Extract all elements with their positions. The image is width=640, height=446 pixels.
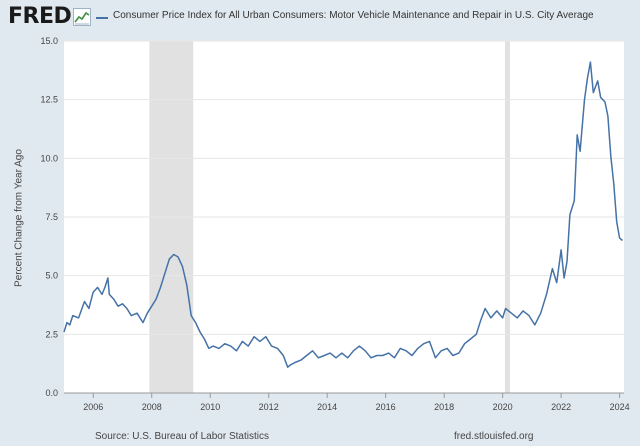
x-tick-label: 2010 (200, 402, 220, 412)
gridlines (64, 40, 624, 335)
x-tick-label: 2016 (376, 402, 396, 412)
source-note: Source: U.S. Bureau of Labor Statistics (95, 431, 269, 442)
x-tick-label: 2014 (317, 402, 337, 412)
line-chart-icon-graphic (74, 11, 90, 25)
x-tick-label: 2008 (142, 402, 162, 412)
x-tick-label: 2020 (493, 402, 513, 412)
x-tick-label: 2012 (259, 402, 279, 412)
y-axis-label: Percent Change from Year Ago (13, 149, 25, 287)
fred-logo[interactable]: FRED (8, 4, 72, 29)
x-tick-label: 2006 (83, 402, 103, 412)
y-tick-label: 12.5 (40, 95, 58, 105)
legend-series-label[interactable]: Consumer Price Index for All Urban Consu… (113, 10, 594, 21)
y-tick-label: 2.5 (45, 329, 58, 339)
chart-header: FRED Consumer Price Index for All Urban … (0, 0, 640, 36)
series-layer (63, 61, 623, 368)
line-chart-icon (73, 8, 91, 26)
y-tick-label: 5.0 (45, 271, 58, 281)
y-tick-label: 15.0 (40, 36, 58, 46)
y-axis-ticks: 0.0 2.5 5.0 7.5 10.0 12.5 15.0 (40, 36, 58, 398)
series-line-1[interactable] (63, 61, 623, 368)
x-tick-label: 2018 (434, 402, 454, 412)
legend-series-swatch (96, 17, 108, 19)
x-axis-ticks: 2006 2008 2010 2012 2014 2016 2018 2020 2022 2024 (83, 393, 630, 412)
y-tick-label: 10.0 (40, 153, 58, 163)
x-tick-label: 2024 (610, 402, 630, 412)
y-tick-label: 7.5 (45, 212, 58, 222)
fred-site-link[interactable]: fred.stlouisfed.org (454, 431, 534, 442)
y-tick-label: 0.0 (45, 388, 58, 398)
x-tick-label: 2022 (551, 402, 571, 412)
